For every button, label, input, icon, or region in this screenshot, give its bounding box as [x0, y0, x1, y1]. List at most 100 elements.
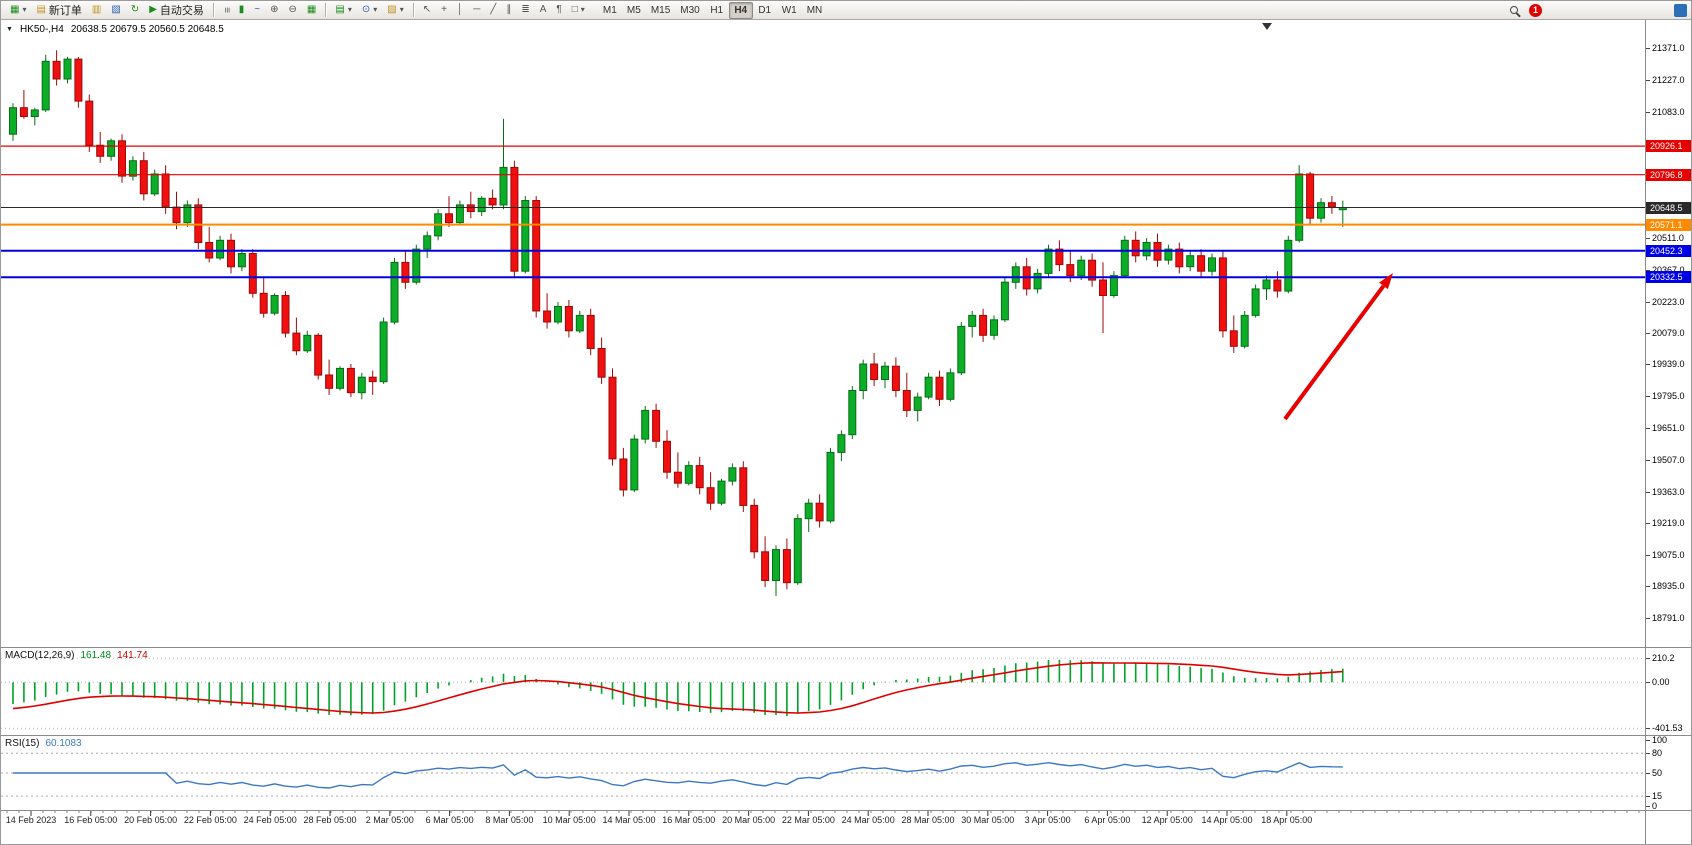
zoom-out-button[interactable]: ⊖	[284, 2, 302, 19]
timeframe-mn[interactable]: MN	[802, 2, 828, 19]
price-tick-label: 19795.0	[1652, 391, 1685, 401]
timeframe-d1[interactable]: D1	[753, 2, 777, 19]
refresh-icon: ↻	[130, 4, 140, 15]
rsi-label: RSI(15)	[5, 738, 40, 749]
time-axis[interactable]: 14 Feb 2023 16 Feb 05:00 20 Feb 05:00 22 Fe…	[1, 811, 1645, 844]
vertical-line-icon: │	[456, 4, 464, 15]
bar-chart-icon: ≡	[220, 7, 232, 13]
main-pane-row: ▼ HK50-,H4 20638.5 20679.5 20560.5 20648…	[1, 20, 1691, 647]
new-order-button[interactable]: ▤ 新订单	[31, 2, 86, 19]
rsi-scale[interactable]: 100 80 50 15 0	[1645, 736, 1691, 810]
time-axis-label: 28 Mar 05:00	[901, 815, 955, 825]
fibonacci-icon: ≣	[521, 4, 530, 15]
label-icon: ¶	[556, 4, 562, 15]
price-tick-label: 19363.0	[1652, 486, 1685, 497]
label-tool-button[interactable]: ¶	[551, 2, 566, 19]
auto-trading-label: 自动交易	[159, 5, 204, 17]
zoom-out-icon: ⊖	[288, 4, 297, 15]
cursor-tool-button[interactable]: ↖	[418, 2, 436, 19]
text-icon: A	[539, 4, 547, 15]
new-chart-button[interactable]: ▦ ▾	[5, 2, 31, 19]
time-axis-label: 8 Mar 05:00	[485, 815, 534, 825]
toolbar: ▦ ▾ ▤ 新订单 ▥ ▧ ↻ ▶ 自动交易 ≡ ▮ ~ ⊕	[1, 1, 1691, 20]
chart-menu-arrow-icon[interactable]: ▼	[6, 26, 13, 33]
timeframe-m1[interactable]: M1	[598, 2, 622, 19]
cursor-icon: ↖	[422, 4, 432, 15]
timeframe-m5[interactable]: M5	[622, 2, 646, 19]
timeframe-m15[interactable]: M15	[646, 2, 675, 19]
time-axis-label: 28 Feb 05:00	[303, 815, 357, 825]
fibonacci-tool-button[interactable]: ≣	[516, 2, 534, 19]
crosshair-icon: +	[441, 4, 447, 15]
timeframe-h1[interactable]: H1	[705, 2, 729, 19]
macd-signal-value: 141.74	[117, 650, 148, 661]
notification-badge[interactable]: 1	[1529, 3, 1542, 17]
bar-chart-button[interactable]: ≡	[218, 2, 234, 19]
timeframe-w1[interactable]: W1	[777, 2, 802, 19]
price-tick-label: 21227.0	[1652, 74, 1685, 85]
chevron-down-icon: ▾	[373, 5, 378, 14]
macd-tick-label: 0.00	[1652, 677, 1670, 688]
chevron-down-icon: ▾	[22, 5, 27, 14]
chevron-down-icon: ▾	[580, 5, 585, 14]
price-line-badge: 20452.3	[1646, 244, 1691, 257]
timeframe-m30[interactable]: M30	[675, 2, 704, 19]
new-chart-icon: ▦	[10, 4, 20, 15]
price-line-badge: 20332.5	[1646, 271, 1691, 284]
search-button[interactable]	[1505, 2, 1523, 19]
price-chart[interactable]: ▼ HK50-,H4 20638.5 20679.5 20560.5 20648…	[1, 20, 1645, 647]
line-chart-button[interactable]: ~	[249, 2, 265, 19]
shapes-icon: □	[571, 4, 578, 15]
macd-scale[interactable]: 210.2 0.00 -401.53	[1645, 648, 1691, 735]
line-chart-icon: ~	[254, 4, 261, 15]
templates-button[interactable]: ▨ ▾	[382, 2, 408, 19]
candlestick-chart-button[interactable]: ▮	[234, 2, 250, 19]
price-tick-label: 19219.0	[1652, 518, 1685, 529]
macd-main-value: 161.48	[80, 650, 112, 661]
horizontal-line-tool-button[interactable]: ─	[468, 2, 485, 19]
rsi-value: 60.1083	[45, 738, 82, 749]
tile-windows-button[interactable]: ▦	[302, 2, 321, 19]
trendline-icon: ╱	[490, 4, 497, 15]
community-icon[interactable]	[1674, 3, 1687, 17]
text-tool-button[interactable]: A	[535, 2, 552, 19]
time-axis-label: 30 Mar 05:00	[961, 815, 1015, 825]
macd-pane-row: MACD(12,26,9) 161.48 141.74 210.2 0.00 -40…	[1, 647, 1691, 735]
new-order-icon: ▤	[36, 4, 46, 15]
time-axis-label: 16 Mar 05:00	[662, 815, 716, 825]
time-axis-label: 16 Feb 05:00	[64, 815, 118, 825]
chart-shift-marker-icon[interactable]	[1262, 23, 1272, 30]
timeframe-buttons: M1 M5 M15 M30 H1 H4 D1 W1 MN	[598, 1, 828, 19]
trendline-tool-button[interactable]: ╱	[485, 2, 501, 19]
rsi-tick-label: 50	[1652, 768, 1663, 778]
macd-pane[interactable]: MACD(12,26,9) 161.48 141.74	[1, 648, 1645, 735]
shapes-tool-button[interactable]: □ ▾	[567, 2, 590, 19]
chart-ohlc-values: 20638.5 20679.5 20560.5 20648.5	[70, 24, 224, 35]
zoom-in-icon: ⊕	[270, 4, 279, 15]
crosshair-tool-button[interactable]: +	[436, 2, 452, 19]
profiles-button[interactable]: ▧	[106, 2, 125, 19]
tile-windows-icon: ▦	[306, 4, 317, 15]
zoom-in-button[interactable]: ⊕	[265, 2, 283, 19]
templates-icon: ▨	[387, 4, 397, 15]
rsi-tick-label: 0	[1652, 801, 1658, 810]
periods-button[interactable]: ⊙ ▾	[357, 2, 382, 19]
time-scale-corner	[1645, 811, 1691, 844]
macd-tick-label: 210.2	[1652, 653, 1675, 664]
macd-tick-label: -401.53	[1652, 723, 1683, 734]
chart-windows-button[interactable]: ▥	[87, 2, 106, 19]
timeframe-h4[interactable]: H4	[728, 1, 753, 19]
price-scale[interactable]: 21371.0 21227.0 21083.0 20511.0 20367.0 20223…	[1645, 20, 1691, 647]
refresh-button[interactable]: ↻	[126, 2, 144, 19]
auto-trading-button[interactable]: ▶ 自动交易	[144, 2, 209, 19]
indicators-button[interactable]: ▤ ▾	[330, 2, 356, 19]
rsi-tick-label: 15	[1652, 791, 1663, 802]
channel-tool-button[interactable]: ∥	[501, 2, 516, 19]
rsi-pane[interactable]: RSI(15) 60.1083	[1, 736, 1645, 810]
chevron-down-icon: ▾	[399, 5, 404, 14]
time-axis-row: 14 Feb 2023 16 Feb 05:00 20 Feb 05:00 22 Fe…	[1, 810, 1691, 844]
vertical-line-tool-button[interactable]: │	[452, 2, 468, 19]
chart-windows-icon: ▥	[91, 4, 102, 15]
time-axis-label: 14 Apr 05:00	[1201, 815, 1253, 825]
price-tick-label: 21083.0	[1652, 106, 1685, 117]
